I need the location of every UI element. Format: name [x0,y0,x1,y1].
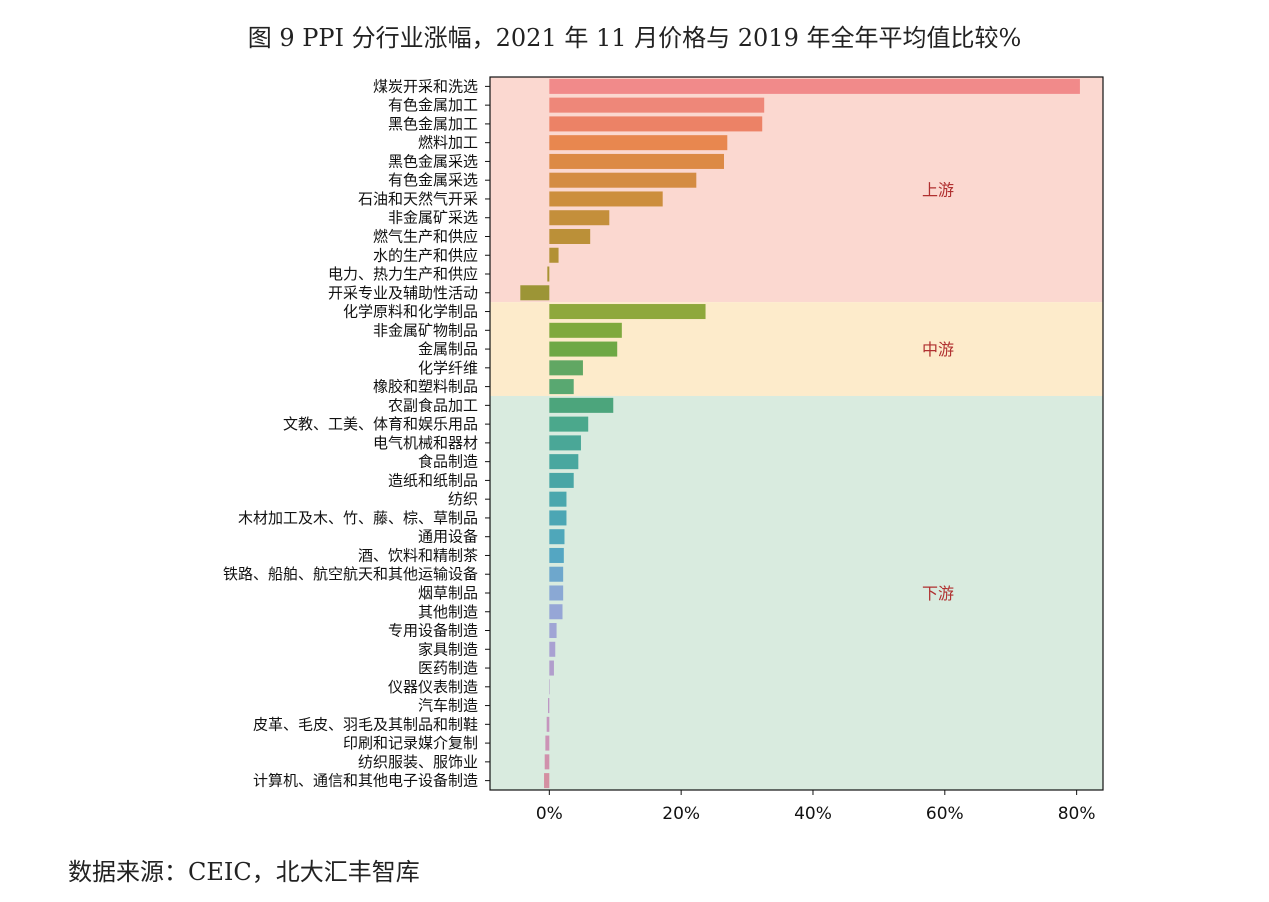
bar [549,566,564,582]
category-label: 专用设备制造 [388,622,478,640]
x-tick-label: 40% [794,804,832,824]
category-label: 化学纤维 [418,359,478,377]
category-label: 燃气生产和供应 [373,227,478,245]
bar [546,716,550,732]
zone-label: 下游 [922,584,954,603]
category-label: 酒、饮料和精制茶 [358,546,478,564]
bar [549,379,574,395]
category-label: 燃料加工 [418,134,478,152]
bar [544,773,550,789]
bar [549,472,574,488]
category-label: 烟草制品 [418,584,478,602]
bar [545,735,550,751]
category-label: 水的生产和供应 [373,246,478,264]
plot-frame [489,76,1104,791]
category-label: 其他制造 [418,603,478,621]
x-tick-label: 80% [1058,804,1096,824]
x-tick-label: 60% [926,804,964,824]
bar [549,529,565,545]
bar [549,341,618,357]
bar [549,153,724,169]
bar [549,641,556,657]
x-axis-ticks: 0% 20% 40% 60% 80% [536,790,1096,824]
category-label: 纺织服装、服饰业 [358,753,478,771]
category-label: 橡胶和塑料制品 [373,378,478,396]
bar [549,660,554,676]
bar [549,247,559,263]
category-label: 石油和天然气开采 [358,190,478,208]
category-labels-layer: 煤炭开采和洗选有色金属加工黑色金属加工燃料加工黑色金属采选有色金属采选石油和天然… [223,77,490,790]
bar [549,210,610,226]
category-label: 有色金属加工 [388,96,478,114]
category-label: 非金属矿物制品 [373,321,478,339]
x-tick-label: 0% [536,804,563,824]
category-label: 黑色金属加工 [388,115,478,133]
zone-label: 上游 [922,181,954,200]
category-label: 食品制造 [418,453,478,471]
category-label: 农副食品加工 [388,396,478,414]
bar [549,97,765,113]
category-label: 电力、热力生产和供应 [328,265,478,283]
bar [549,397,614,413]
category-label: 仪器仪表制造 [388,678,478,696]
bar [547,266,550,282]
bar [549,322,622,338]
bar [544,754,550,770]
category-label: 通用设备 [418,528,478,546]
bar [549,435,581,451]
category-label: 有色金属采选 [388,171,478,189]
category-label: 印刷和记录媒介复制 [343,734,478,752]
figure-title: 图 9 PPI 分行业涨幅，2021 年 11 月价格与 2019 年全年平均值… [247,24,1022,52]
bar [549,116,763,132]
category-label: 家具制造 [418,640,478,658]
bar [520,285,550,301]
category-label: 黑色金属采选 [388,152,478,170]
category-label: 非金属矿采选 [388,209,478,227]
category-label: 造纸和纸制品 [388,471,478,489]
bar [549,135,728,151]
bar [549,604,563,620]
category-label: 文教、工美、体育和娱乐用品 [283,415,478,433]
zone-band-2 [490,395,1103,790]
bar [549,228,591,244]
bar [549,191,663,207]
category-label: 开采专业及辅助性活动 [328,284,478,302]
bar [549,585,564,601]
category-label: 电气机械和器材 [373,434,478,452]
category-label: 化学原料和化学制品 [343,303,478,321]
zone-band-0 [490,77,1103,303]
category-label: 煤炭开采和洗选 [373,77,478,95]
bar [549,623,557,639]
bar [549,679,550,695]
bar [549,510,567,526]
category-label: 金属制品 [418,340,478,358]
bar [549,547,564,563]
bar [549,172,697,188]
bar [549,416,589,432]
bar [549,360,583,376]
bar [548,698,550,714]
category-label: 铁路、船舶、航空航天和其他运输设备 [223,565,478,583]
category-label: 纺织 [448,490,478,508]
zone-label: 中游 [922,340,954,359]
bar [549,491,567,507]
bars-layer [520,78,1080,789]
bar [549,454,579,470]
category-label: 汽车制造 [418,697,478,715]
bar [549,78,1080,94]
bar [549,304,706,320]
source-note: 数据来源：CEIC，北大汇丰智库 [68,858,420,886]
category-label: 皮革、毛皮、羽毛及其制品和制鞋 [253,715,478,733]
category-label: 医药制造 [418,659,478,677]
category-label: 计算机、通信和其他电子设备制造 [253,772,478,790]
category-label: 木材加工及木、竹、藤、棕、草制品 [238,509,478,527]
x-tick-label: 20% [662,804,700,824]
